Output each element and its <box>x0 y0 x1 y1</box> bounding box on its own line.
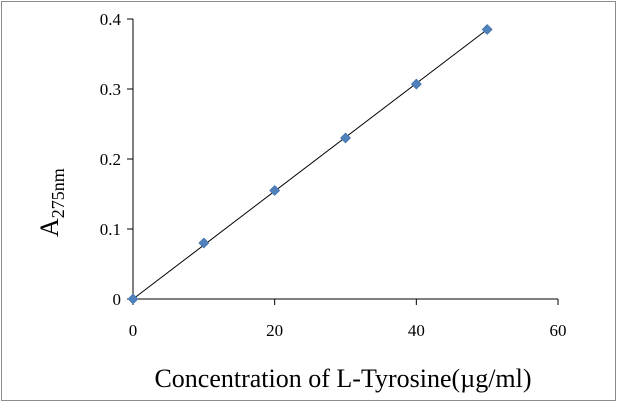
data-points <box>127 24 493 305</box>
data-point <box>481 24 493 35</box>
y-tick-label: 0.2 <box>100 150 121 169</box>
y-tick-label: 0.1 <box>100 220 121 239</box>
data-point <box>340 132 351 144</box>
x-axis-title: Concentration of L-Tyrosine(µg/ml) <box>154 364 531 393</box>
x-tick-label: 60 <box>550 321 567 340</box>
x-tick-label: 0 <box>129 321 138 340</box>
y-axis-title-subscript: 275nm <box>48 168 68 218</box>
svg-text:A275nm: A275nm <box>35 168 68 237</box>
data-point <box>410 78 422 90</box>
y-tick-label: 0 <box>113 290 122 309</box>
x-tick-label: 40 <box>408 321 425 340</box>
y-axis-title-main: A <box>35 218 64 237</box>
data-point <box>269 185 281 196</box>
y-axis-title: A275nm <box>35 168 68 237</box>
trendline <box>132 29 488 300</box>
y-tick-label: 0.3 <box>100 80 121 99</box>
axes <box>132 19 558 300</box>
y-ticks: 0 0.1 0.2 0.3 0.4 <box>100 10 133 309</box>
y-tick-label: 0.4 <box>100 10 122 29</box>
x-ticks: 0 20 40 60 <box>129 299 567 340</box>
trendline-group <box>132 29 488 300</box>
data-point <box>198 237 210 249</box>
data-point <box>127 293 139 305</box>
x-tick-label: 20 <box>266 321 283 340</box>
